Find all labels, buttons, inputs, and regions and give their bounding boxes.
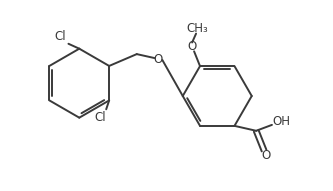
Text: O: O: [187, 40, 197, 53]
Text: Cl: Cl: [95, 111, 106, 124]
Text: O: O: [154, 53, 163, 66]
Text: Cl: Cl: [55, 30, 66, 43]
Text: O: O: [261, 149, 271, 162]
Text: CH₃: CH₃: [186, 22, 208, 35]
Text: OH: OH: [273, 115, 291, 128]
